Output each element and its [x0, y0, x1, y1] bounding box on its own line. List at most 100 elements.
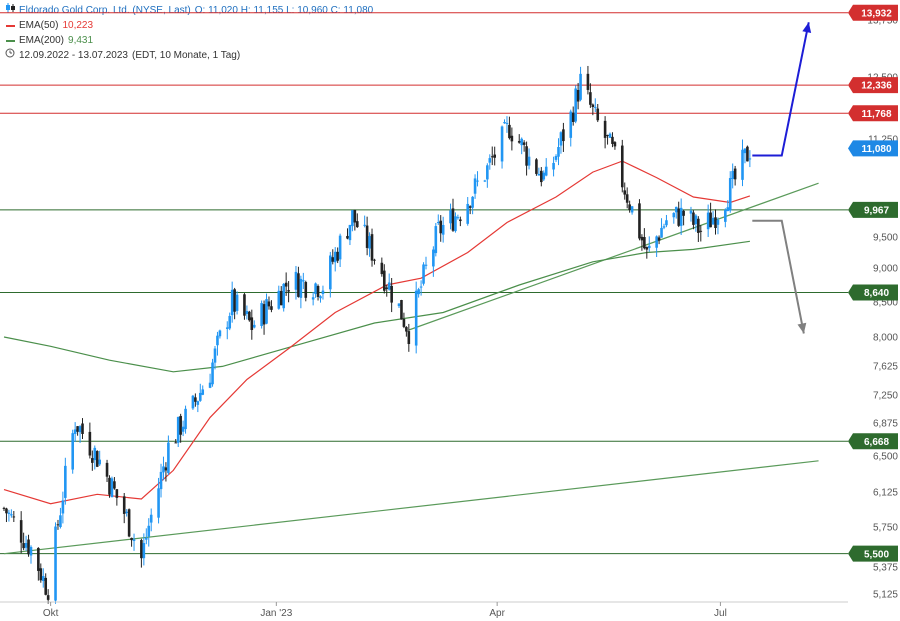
candle-body	[537, 173, 541, 176]
candle-up	[726, 200, 730, 212]
candle-body	[454, 216, 457, 232]
candle-body	[37, 547, 40, 571]
legend-title-row: Eldorado Gold Corp. Ltd. (NYSE, Last) O:…	[4, 3, 373, 18]
candle-body	[22, 543, 25, 549]
candle-up	[569, 109, 573, 147]
candle-up	[419, 280, 423, 296]
candle-up	[466, 197, 470, 226]
candle-body	[162, 466, 165, 473]
candle-down	[331, 249, 335, 265]
y-tick-label: 6,875	[873, 419, 898, 430]
candle-body	[245, 310, 249, 314]
candle-body	[517, 141, 521, 143]
candle-body	[544, 166, 548, 176]
candle-up	[184, 405, 187, 434]
candle-body	[196, 401, 200, 405]
candle-body	[277, 290, 281, 309]
candle-down	[677, 201, 681, 228]
candle-body	[184, 408, 187, 430]
candle-up	[71, 429, 74, 474]
candle-down	[562, 122, 565, 152]
candle-up	[176, 416, 180, 447]
candle-body	[115, 489, 119, 498]
candle-up	[665, 214, 668, 228]
candle-down	[297, 266, 300, 298]
candle-body	[660, 227, 663, 238]
candle-body	[351, 210, 354, 227]
candle-up	[302, 272, 305, 290]
candle-down	[623, 182, 627, 200]
legend-range-note: (EDT, 10 Monate, 1 Tag)	[131, 50, 241, 61]
level-tag: 13,932	[848, 4, 898, 21]
candle-body	[672, 213, 676, 218]
candle-body	[540, 170, 543, 183]
candle-body	[402, 319, 406, 327]
candle-up	[59, 507, 62, 529]
candle-down	[248, 310, 251, 322]
candle-body	[78, 426, 82, 433]
candle-up	[294, 265, 298, 300]
candle-up	[218, 329, 222, 339]
arrow-shaft	[752, 219, 805, 334]
candle-body	[520, 138, 523, 146]
candle-body	[333, 251, 337, 263]
candle-down	[613, 141, 617, 150]
candle-up	[728, 171, 732, 213]
candle-down	[373, 258, 376, 265]
candle-up	[311, 291, 315, 306]
x-tick-label: Jan '23	[260, 608, 292, 619]
candle-body	[743, 148, 747, 154]
candle-down	[390, 278, 393, 313]
candle-body	[373, 259, 376, 261]
candle-down	[284, 272, 288, 296]
candle-body	[181, 426, 185, 432]
candle-body	[179, 415, 182, 435]
y-tick-label: 7,250	[873, 391, 898, 402]
candle-body	[19, 520, 23, 543]
candle-body	[731, 170, 734, 179]
candle-down	[44, 573, 48, 596]
tag-label: 13,932	[861, 8, 892, 19]
last-price-tag: 11,080	[848, 140, 898, 157]
candle-down	[380, 257, 384, 277]
candle-up	[314, 282, 317, 298]
candle-up	[162, 456, 165, 481]
candle-body	[27, 539, 30, 555]
candle-body	[88, 431, 92, 456]
arrow-head	[802, 22, 812, 34]
candle-body	[24, 542, 28, 548]
candle-body	[593, 106, 597, 108]
candle-body	[557, 146, 560, 157]
candle-down	[625, 187, 629, 209]
candle-body	[417, 289, 420, 295]
legend-ema200-row: EMA(200) 9,431	[4, 33, 373, 48]
candle-body	[434, 226, 438, 254]
y-tick-label: 11,250	[868, 135, 898, 146]
candle-body	[451, 208, 455, 231]
candle-up	[647, 236, 651, 252]
candle-body	[419, 286, 423, 288]
candle-down	[540, 167, 543, 187]
candle-up	[488, 154, 492, 170]
arrow-head	[797, 322, 807, 334]
y-tick-label: 5,125	[873, 590, 898, 601]
candle-body	[299, 278, 303, 298]
candle-up	[7, 509, 11, 522]
candle-up	[10, 509, 13, 518]
candle-body	[724, 209, 727, 222]
candle-body	[486, 165, 489, 180]
candle-body	[311, 297, 315, 300]
level-tag: 11,768	[848, 105, 898, 122]
candle-body	[432, 249, 435, 267]
candle-up	[329, 251, 332, 298]
candle-body	[147, 525, 151, 537]
candle-up	[282, 283, 285, 312]
ema50-swatch	[6, 24, 15, 27]
candle-down	[316, 284, 320, 301]
candle-up	[319, 295, 322, 303]
candle-down	[365, 216, 369, 256]
candle-up	[662, 223, 666, 230]
candle-body	[449, 210, 452, 224]
candle-body	[284, 282, 288, 287]
